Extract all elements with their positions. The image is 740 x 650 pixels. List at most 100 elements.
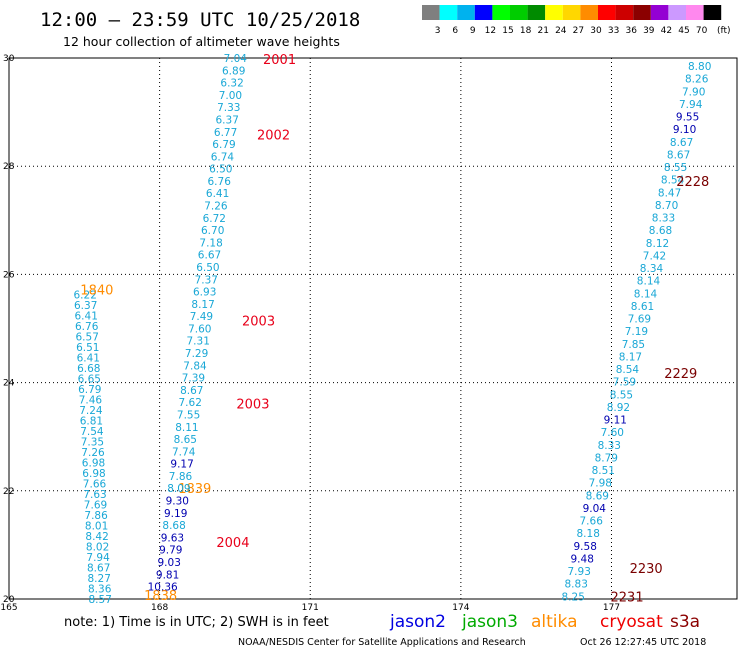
axis-tick-labels: 165 168 171 174 177 30 28 26 24 22 20 — [0, 54, 620, 613]
wave-height-reading: 8.09 — [167, 483, 190, 495]
legend-label: 3 — [435, 26, 441, 36]
wave-height-reading: 8.36 — [88, 584, 112, 596]
legend-label: 42 — [661, 26, 672, 36]
legend-swatch — [598, 5, 616, 20]
legend-swatch — [633, 5, 651, 20]
wave-height-reading: 6.72 — [203, 213, 226, 225]
wave-height-reading: 7.66 — [83, 479, 107, 491]
pass-time-label: 2228 — [676, 175, 709, 190]
legend-label: 36 — [625, 26, 637, 36]
legend-swatch — [510, 5, 528, 20]
wave-height-reading: 9.11 — [604, 415, 627, 427]
wave-height-reading: 6.41 — [75, 310, 98, 322]
pass-time-label: 2231 — [611, 590, 644, 605]
satellite-legend: jason2 jason3 altika cryosat s3a — [389, 612, 700, 632]
wave-height-reading: 8.26 — [685, 74, 709, 86]
wave-height-reading: 6.57 — [76, 331, 99, 343]
wave-height-reading: 8.12 — [646, 238, 669, 250]
wave-height-reading: 8.79 — [595, 452, 618, 464]
wave-height-reading: 8.54 — [661, 175, 685, 187]
legend-label: 27 — [573, 26, 584, 36]
color-scale-legend: 3 6 9 12 15 18 21 24 27 30 33 36 39 42 45 70 (ft) — [422, 5, 731, 36]
wave-height-reading: 6.50 — [209, 164, 232, 176]
wave-height-reading: 8.69 — [586, 490, 609, 502]
wave-height-reading: 6.77 — [214, 127, 237, 139]
lon-tick-label: 165 — [0, 603, 17, 613]
wave-height-reading: 8.68 — [649, 225, 672, 237]
wave-height-reading: 6.51 — [76, 342, 99, 354]
lon-tick-label: 177 — [603, 603, 620, 613]
wave-height-reading: 8.67 — [670, 137, 693, 149]
satellite-track: 7.046.896.327.007.336.376.776.796.746.50… — [148, 53, 296, 594]
wave-height-reading: 7.69 — [84, 500, 107, 512]
legend-label: 39 — [643, 26, 655, 36]
wave-height-reading: 7.74 — [172, 446, 196, 458]
wave-height-reading: 6.89 — [222, 65, 245, 77]
wave-height-reading: 6.79 — [78, 384, 101, 396]
wave-height-reading: 7.24 — [79, 405, 103, 417]
wave-height-reading: 8.25 — [562, 591, 585, 603]
wave-height-reading: 7.60 — [188, 323, 211, 335]
wave-height-reading: 7.84 — [183, 360, 207, 372]
pass-time-label: 2001 — [263, 53, 296, 68]
wave-height-reading: 7.19 — [625, 326, 648, 338]
wave-height-reading: 7.18 — [199, 237, 222, 249]
lat-tick-label: 28 — [3, 162, 15, 172]
wave-height-reading: 10.36 — [148, 582, 178, 594]
wave-height-reading: 6.76 — [75, 321, 99, 333]
satellite-track: 6.226.376.416.766.576.516.416.686.656.79… — [74, 284, 212, 607]
pass-time-label: 1839 — [178, 482, 211, 497]
wave-height-reading: 9.10 — [673, 124, 696, 136]
wave-height-reading: 8.47 — [658, 187, 681, 199]
wave-height-reading: 8.70 — [655, 200, 678, 212]
wave-height-reading: 8.17 — [619, 352, 642, 364]
legend-swatch — [457, 5, 475, 20]
wave-height-reading: 7.00 — [219, 90, 242, 102]
wave-height-reading: 6.22 — [74, 289, 97, 301]
wave-height-reading: 7.46 — [79, 394, 103, 406]
wave-height-reading: 7.90 — [682, 86, 705, 98]
pass-time-label: 2004 — [216, 536, 249, 551]
wave-height-reading: 7.04 — [224, 53, 248, 65]
wave-height-reading: 7.63 — [83, 489, 106, 501]
legend-label: 30 — [590, 26, 602, 36]
wave-height-reading: 6.98 — [82, 468, 105, 480]
wave-height-reading: 9.03 — [158, 557, 181, 569]
wave-height-reading: 7.35 — [81, 437, 104, 449]
pass-time-label: 1838 — [144, 589, 177, 604]
legend-label: 33 — [608, 26, 619, 36]
wave-height-reading: 6.41 — [77, 352, 100, 364]
legend-label: 24 — [555, 26, 567, 36]
legend-swatch — [668, 5, 686, 20]
wave-height-reading: 9.58 — [574, 541, 597, 553]
lat-tick-label: 30 — [3, 54, 15, 64]
wave-height-reading: 8.27 — [88, 573, 111, 585]
legend-swatch — [686, 5, 704, 20]
legend-swatch — [527, 5, 546, 20]
wave-height-reading: 6.70 — [201, 225, 224, 237]
lat-tick-label: 26 — [3, 270, 15, 280]
wave-height-reading: 7.31 — [187, 336, 210, 348]
legend-label: 18 — [520, 26, 532, 36]
map-frame — [8, 57, 738, 600]
legend-swatch — [439, 5, 458, 20]
wave-height-reading: 6.50 — [196, 262, 219, 274]
legend-swatch — [492, 5, 510, 20]
wave-height-reading: 7.60 — [601, 427, 624, 439]
wave-height-reading: 7.69 — [628, 314, 651, 326]
wave-height-reading: 9.30 — [166, 496, 189, 508]
wave-height-reading: 8.55 — [664, 162, 687, 174]
wave-height-reading: 7.55 — [177, 410, 200, 422]
wave-height-reading: 8.42 — [85, 531, 108, 543]
lat-lon-grid — [9, 58, 737, 599]
wave-height-reading: 8.18 — [577, 528, 600, 540]
wave-height-reading: 6.67 — [198, 250, 221, 262]
footer-credit: NOAA/NESDIS Center for Satellite Applica… — [238, 637, 526, 648]
legend-swatch — [615, 5, 634, 20]
wave-height-reading: 9.81 — [156, 569, 179, 581]
wave-height-reading: 7.98 — [589, 478, 612, 490]
wave-height-reading: 7.33 — [217, 102, 240, 114]
legend-label: 70 — [696, 26, 708, 36]
